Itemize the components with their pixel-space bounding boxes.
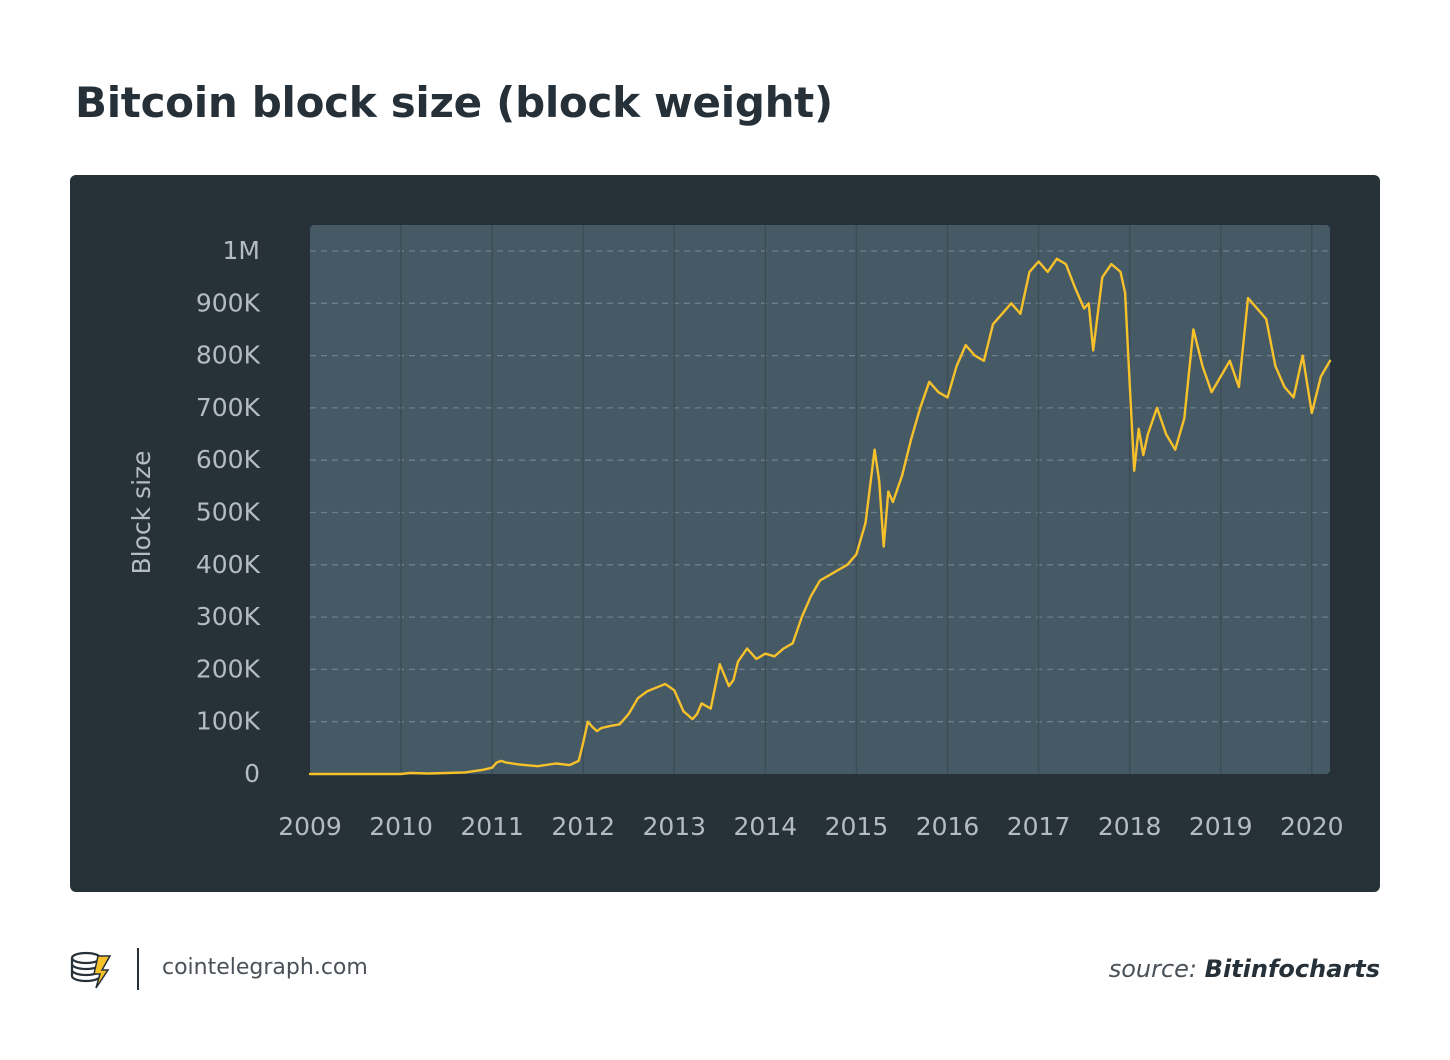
block-size-line [308,257,1332,776]
y-tick-label: 500K [196,498,261,527]
source-name: Bitinfocharts [1204,955,1380,983]
x-tick-label: 2012 [551,812,615,841]
y-tick-label: 100K [196,707,261,736]
x-tick-label: 2010 [369,812,433,841]
y-tick-label: 0 [244,759,260,788]
x-tick-label: 2014 [734,812,798,841]
footer-site-link[interactable]: cointelegraph.com [162,955,368,980]
y-tick-label: 700K [196,393,261,422]
footer-divider [137,948,139,990]
chart-title: Bitcoin block size (block weight) [75,78,833,127]
x-tick-label: 2011 [460,812,524,841]
y-tick-label: 1M [223,236,260,265]
footer-source: source: Bitinfocharts [1109,955,1380,983]
y-tick-label: 600K [196,445,261,474]
line-chart: 0 100K 200K 300K 400K 500K 600K 700K 800K 900K 1M 2… [127,225,1344,841]
x-tick-label: 2009 [278,812,342,841]
cointelegraph-logo-icon [68,948,116,996]
chart-panel: 0 100K 200K 300K 400K 500K 600K 700K 800K 900K 1M 2… [70,175,1380,892]
y-tick-label: 400K [196,550,261,579]
y-tick-label: 900K [196,288,261,317]
plot-area [310,225,1330,774]
y-tick-label: 200K [196,654,261,683]
x-tick-label: 2016 [916,812,980,841]
x-tick-label: 2019 [1189,812,1253,841]
y-tick-label: 300K [196,602,261,631]
x-tick-label: 2018 [1098,812,1162,841]
x-tick-label: 2017 [1007,812,1071,841]
x-tick-label: 2013 [642,812,706,841]
source-prefix: source: [1108,955,1198,983]
x-tick-label: 2015 [825,812,889,841]
x-tick-label: 2020 [1280,812,1344,841]
y-axis-label: Block size [127,450,156,574]
y-tick-label: 800K [196,341,261,370]
